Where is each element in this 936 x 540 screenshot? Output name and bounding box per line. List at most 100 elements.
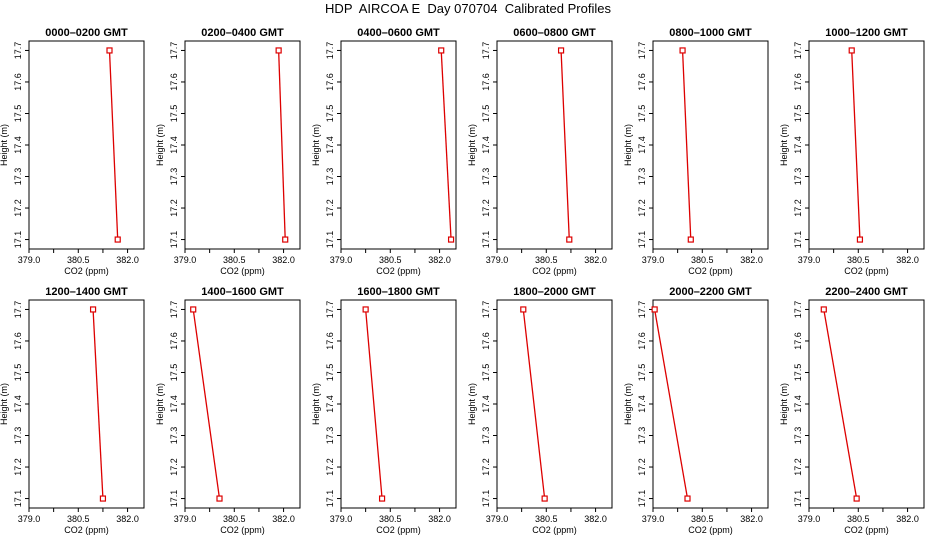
chart-panel: 2000–2200 GMT 379.0 380.5 382.0 17.1 17.2 17.3… bbox=[623, 286, 769, 535]
plot-frame bbox=[28, 40, 145, 250]
y-tick-label: 17.7 bbox=[13, 301, 23, 319]
y-tick-label: 17.6 bbox=[793, 332, 803, 350]
y-tick-label: 17.1 bbox=[793, 490, 803, 508]
x-tick-label: 379.0 bbox=[174, 514, 197, 524]
series-line bbox=[560, 50, 570, 240]
data-point bbox=[520, 306, 527, 313]
y-tick-label: 17.5 bbox=[481, 105, 491, 123]
data-point bbox=[438, 47, 445, 54]
chart-panel: 0400–0600 GMT 379.0 380.5 382.0 17.1 17.2 17.3… bbox=[311, 27, 457, 276]
x-tick-label: 380.5 bbox=[379, 255, 402, 265]
plot-frame bbox=[496, 299, 613, 509]
x-axis-label: CO2 (ppm) bbox=[220, 525, 265, 535]
data-point bbox=[447, 236, 455, 243]
data-point bbox=[114, 236, 121, 243]
y-tick-label: 17.5 bbox=[325, 105, 335, 123]
y-tick-label: 17.6 bbox=[325, 73, 335, 91]
plot-frame bbox=[340, 299, 457, 509]
y-tick-label: 17.2 bbox=[169, 199, 179, 217]
panel-title: 1600–1800 GMT bbox=[357, 286, 440, 298]
y-axis-label: Height (m) bbox=[0, 383, 9, 425]
data-point bbox=[848, 47, 855, 54]
y-tick-label: 17.7 bbox=[637, 301, 647, 319]
plot-frame bbox=[808, 299, 925, 509]
x-axis-label: CO2 (ppm) bbox=[532, 525, 577, 535]
y-tick-label: 17.4 bbox=[13, 136, 23, 154]
x-axis-label: CO2 (ppm) bbox=[376, 266, 421, 276]
series-line bbox=[364, 309, 383, 499]
y-tick-label: 17.5 bbox=[637, 364, 647, 382]
series-line bbox=[92, 309, 104, 499]
panel-title: 0800–1000 GMT bbox=[669, 27, 752, 39]
data-point bbox=[282, 236, 289, 243]
y-tick-label: 17.7 bbox=[637, 42, 647, 60]
y-tick-label: 17.3 bbox=[793, 427, 803, 445]
y-tick-label: 17.2 bbox=[793, 458, 803, 476]
x-axis-label: CO2 (ppm) bbox=[688, 525, 733, 535]
y-tick-label: 17.4 bbox=[793, 136, 803, 154]
data-point bbox=[679, 47, 686, 54]
y-tick-label: 17.1 bbox=[13, 231, 23, 249]
y-tick-label: 17.1 bbox=[637, 231, 647, 249]
y-tick-label: 17.4 bbox=[169, 395, 179, 413]
x-tick-label: 380.5 bbox=[223, 514, 246, 524]
data-point bbox=[651, 306, 658, 313]
y-tick-label: 17.2 bbox=[481, 199, 491, 217]
y-axis-label: Height (m) bbox=[311, 124, 321, 166]
series-line bbox=[522, 309, 546, 499]
x-tick-label: 380.5 bbox=[847, 514, 870, 524]
x-tick-label: 382.0 bbox=[740, 255, 763, 265]
y-axis-label: Height (m) bbox=[0, 124, 9, 166]
data-point bbox=[687, 236, 694, 243]
y-tick-label: 17.1 bbox=[637, 490, 647, 508]
y-tick-label: 17.4 bbox=[325, 395, 335, 413]
figure-title: HDP AIRCOA E Day 070704 Calibrated Profi… bbox=[325, 1, 611, 16]
y-tick-label: 17.4 bbox=[793, 395, 803, 413]
y-tick-label: 17.6 bbox=[13, 73, 23, 91]
panel-title: 2200–2400 GMT bbox=[825, 286, 908, 298]
panel-title: 0400–0600 GMT bbox=[357, 27, 440, 39]
x-tick-label: 382.0 bbox=[896, 514, 919, 524]
x-axis-label: CO2 (ppm) bbox=[64, 525, 109, 535]
y-tick-label: 17.1 bbox=[325, 231, 335, 249]
x-tick-label: 379.0 bbox=[174, 255, 197, 265]
y-tick-label: 17.6 bbox=[13, 332, 23, 350]
plot-frame bbox=[496, 40, 613, 250]
chart-panel: 1800–2000 GMT 379.0 380.5 382.0 17.1 17.2 17.3… bbox=[467, 286, 613, 535]
y-tick-label: 17.6 bbox=[325, 332, 335, 350]
chart-panel: 0000–0200 GMT 379.0 380.5 382.0 17.1 17.2 17.3… bbox=[0, 27, 145, 276]
panel-title: 1800–2000 GMT bbox=[513, 286, 596, 298]
y-tick-label: 17.7 bbox=[325, 301, 335, 319]
y-tick-label: 17.2 bbox=[13, 458, 23, 476]
y-tick-label: 17.5 bbox=[13, 105, 23, 123]
x-tick-label: 382.0 bbox=[272, 255, 295, 265]
chart-panel: 1400–1600 GMT 379.0 380.5 382.0 17.1 17.2 17.3… bbox=[155, 286, 301, 535]
y-tick-label: 17.7 bbox=[169, 301, 179, 319]
y-tick-label: 17.5 bbox=[793, 105, 803, 123]
x-tick-label: 379.0 bbox=[642, 514, 665, 524]
y-tick-label: 17.4 bbox=[637, 395, 647, 413]
x-tick-label: 380.5 bbox=[691, 514, 714, 524]
y-tick-label: 17.6 bbox=[793, 73, 803, 91]
chart-panel: 0600–0800 GMT 379.0 380.5 382.0 17.1 17.2 17.3… bbox=[467, 27, 613, 276]
y-axis-label: Height (m) bbox=[623, 383, 633, 425]
series-line bbox=[108, 50, 119, 240]
data-point bbox=[557, 47, 565, 54]
y-tick-label: 17.3 bbox=[325, 427, 335, 445]
x-tick-label: 382.0 bbox=[116, 255, 139, 265]
y-tick-label: 17.1 bbox=[481, 231, 491, 249]
x-tick-label: 380.5 bbox=[847, 255, 870, 265]
y-tick-label: 17.3 bbox=[481, 427, 491, 445]
y-tick-label: 17.2 bbox=[637, 458, 647, 476]
x-tick-label: 379.0 bbox=[486, 514, 509, 524]
y-tick-label: 17.5 bbox=[325, 364, 335, 382]
x-tick-label: 379.0 bbox=[330, 255, 353, 265]
y-tick-label: 17.5 bbox=[637, 105, 647, 123]
data-point bbox=[362, 306, 369, 313]
y-tick-label: 17.1 bbox=[325, 490, 335, 508]
y-tick-label: 17.3 bbox=[637, 168, 647, 186]
data-point bbox=[378, 495, 386, 502]
data-point bbox=[190, 306, 197, 313]
